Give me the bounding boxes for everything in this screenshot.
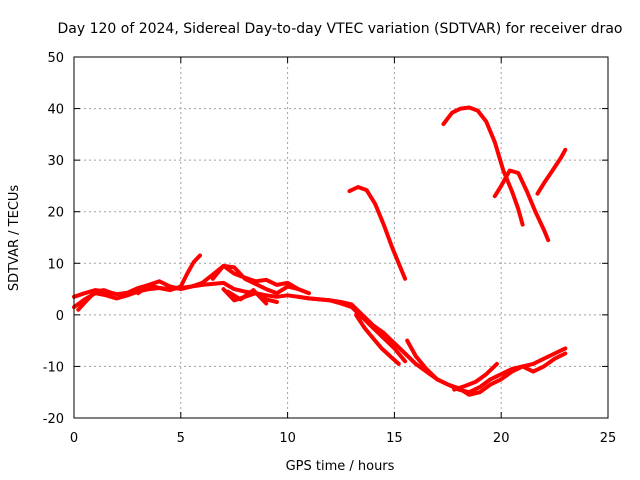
y-tick-label: 0	[56, 309, 64, 324]
y-tick-label: -10	[43, 360, 64, 375]
y-tick-label: 30	[47, 154, 64, 169]
series-arc-c	[76, 288, 115, 312]
y-tick-label: 10	[47, 257, 64, 272]
series-arc-h	[296, 294, 568, 395]
ticks: 0 5 10 15 20 25 -20 -10 0 10 20 30 40 50	[43, 51, 617, 446]
y-tick-label: 40	[47, 103, 64, 118]
y-tick-label: 50	[47, 51, 64, 66]
y-axis-label: SDTVAR / TECUs	[7, 185, 22, 292]
series-arc-n	[492, 168, 551, 243]
series-arc-i	[354, 312, 401, 366]
series-arc-l	[347, 185, 408, 281]
series-arc-o	[535, 147, 568, 196]
series-layer	[72, 105, 568, 397]
y-tick-label: 20	[47, 206, 64, 221]
x-tick-label: 20	[493, 431, 510, 446]
x-tick-label: 0	[70, 431, 78, 446]
series-arc-g	[225, 288, 269, 306]
x-tick-label: 15	[386, 431, 403, 446]
series-arc-f	[221, 287, 279, 304]
x-axis-label: GPS time / hours	[286, 459, 395, 474]
series-arc-j	[405, 338, 568, 397]
x-tick-label: 5	[177, 431, 185, 446]
series-arc-a	[72, 280, 408, 364]
plot-frame	[73, 56, 609, 419]
series-arc-m	[441, 105, 525, 227]
x-tick-label: 10	[279, 431, 296, 446]
series-arc-k	[452, 361, 499, 392]
y-tick-label: -20	[43, 412, 64, 427]
x-tick-label: 25	[600, 431, 617, 446]
chart-title: Day 120 of 2024, Sidereal Day-to-day VTE…	[57, 21, 622, 37]
series-arc-e	[210, 263, 311, 296]
